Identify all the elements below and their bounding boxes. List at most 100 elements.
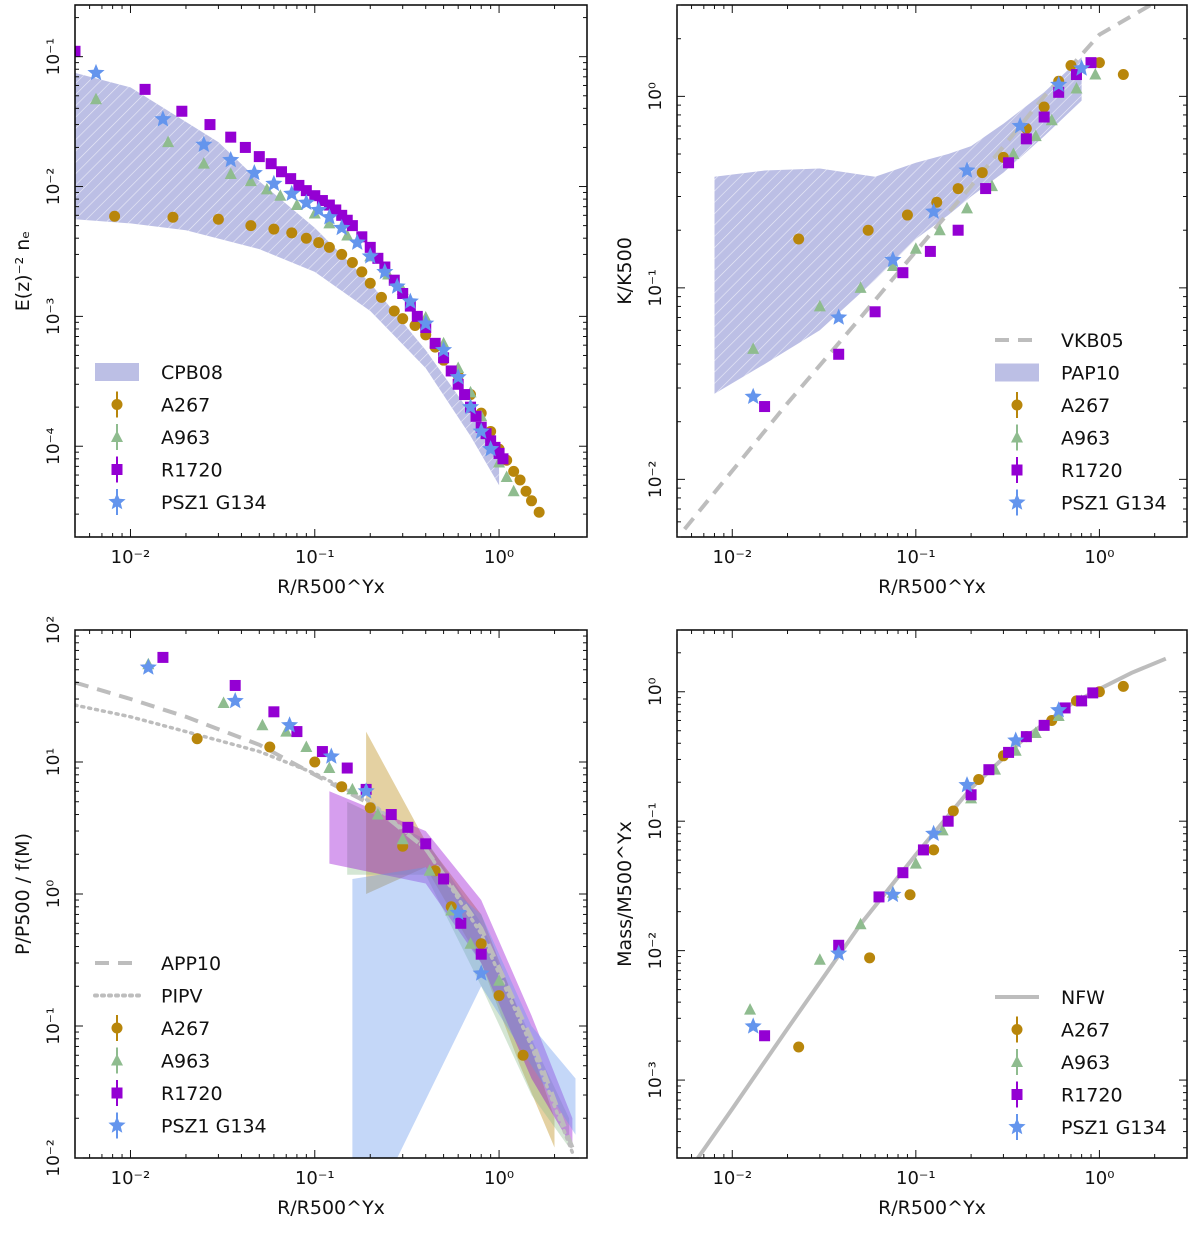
r1720-point xyxy=(497,453,509,465)
vkb05-line xyxy=(683,5,1152,531)
r1720-point xyxy=(1085,57,1097,69)
pressure-x-tick-label: 10⁻² xyxy=(111,1168,151,1189)
legend-marker xyxy=(108,493,126,510)
psz1-g134-series xyxy=(139,658,490,981)
r1720-point xyxy=(309,190,321,202)
legend-item-app10: APP10 xyxy=(95,953,221,975)
pressure-x-tick-label: 10⁰ xyxy=(484,1168,514,1189)
r1720-point xyxy=(1003,746,1015,758)
density-y-axis-label: E(z)⁻² nₑ xyxy=(12,231,34,311)
pressure-panel: 10⁻² 10⁻¹ 10⁰ 10² 10¹ 10⁰ 10⁻¹ 10⁻² R/R500^Yx P/P… xyxy=(12,616,588,1219)
psz1-g134-point xyxy=(283,184,301,201)
r1720-point xyxy=(429,337,441,349)
legend-item-pipv: PIPV xyxy=(93,986,203,1008)
legend-label: R1720 xyxy=(1061,1085,1123,1107)
psz1-g134-point xyxy=(245,164,263,181)
legend-item-psz1-g134: PSZ1 G134 xyxy=(1008,1114,1167,1140)
a267-point xyxy=(323,241,335,253)
a267-point xyxy=(475,938,487,950)
a963-point xyxy=(341,228,354,241)
a267-point xyxy=(1117,69,1129,81)
psz1-g134-point xyxy=(154,110,172,127)
legend-label: VKB05 xyxy=(1061,330,1124,352)
a267-point xyxy=(300,232,312,244)
mass-legend: NFW A267 A963 R1720 PSZ1 G134 xyxy=(995,987,1167,1140)
psz1-g134-point xyxy=(139,658,157,675)
entropy-legend: VKB05 PAP10 A267 A963 R1720 PSZ1 G134 xyxy=(995,330,1167,516)
legend-item-vkb05: VKB05 xyxy=(995,330,1124,352)
a963-point xyxy=(290,198,303,211)
density-x-tick-label: 10⁰ xyxy=(484,547,514,568)
legend-label: A267 xyxy=(1061,395,1110,417)
a267-point xyxy=(309,756,321,768)
psz1-g134-point xyxy=(472,422,490,439)
legend-label: A267 xyxy=(161,395,210,417)
pressure-plot-area xyxy=(75,651,576,1158)
a267-range-band xyxy=(366,731,555,1148)
r1720-point xyxy=(276,166,288,178)
mass-x-tick-label: 10⁻² xyxy=(712,1168,752,1189)
a267-point xyxy=(976,167,988,179)
a267-point xyxy=(313,237,325,249)
legend-marker xyxy=(108,1116,126,1133)
density-y-tick-label: 10⁻¹ xyxy=(44,38,64,75)
legend-label: PSZ1 G134 xyxy=(1061,1117,1167,1139)
legend-band-swatch xyxy=(995,363,1039,382)
psz1-g134-point xyxy=(482,440,500,457)
psz1-g134-point xyxy=(462,398,480,415)
r1720-point xyxy=(445,365,457,377)
a963-point xyxy=(493,974,506,986)
psz1-g134-point xyxy=(265,174,283,192)
a267-point xyxy=(346,256,358,268)
r1720-point xyxy=(897,267,909,279)
a963-point xyxy=(854,917,867,930)
a267-point xyxy=(493,990,505,1002)
legend-marker xyxy=(1011,1024,1023,1035)
legend-label: PAP10 xyxy=(1061,363,1120,385)
legend-item-a267: A267 xyxy=(1011,1016,1110,1043)
mass-x-axis-label: R/R500^Yx xyxy=(878,1197,986,1219)
a963-point xyxy=(323,216,336,229)
entropy-x-axis-label: R/R500^Yx xyxy=(878,576,986,598)
a963-point xyxy=(886,259,899,272)
psz1-g134-point xyxy=(449,368,467,385)
legend-item-pap10: PAP10 xyxy=(995,363,1120,385)
r1720-point xyxy=(1076,695,1088,707)
pressure-y-tick-label: 10² xyxy=(44,616,64,644)
r1720-point xyxy=(316,195,328,207)
psz1-g134-point xyxy=(310,201,328,218)
r1720-point xyxy=(1070,69,1082,81)
a267-point xyxy=(336,248,348,260)
psz1-g134-point xyxy=(1073,59,1091,76)
a267-point xyxy=(286,227,298,239)
r1720-point xyxy=(330,204,342,216)
legend-marker xyxy=(111,1054,123,1066)
a963-point xyxy=(500,470,513,482)
a267-point xyxy=(862,224,874,236)
psz1-g134-point xyxy=(744,387,762,404)
legend-marker xyxy=(1011,1055,1023,1067)
mass-panel: 10⁻² 10⁻¹ 10⁰ 10⁰ 10⁻¹ 10⁻² 10⁻³ R/R500^Yx Mass/… xyxy=(614,629,1188,1219)
a963-series xyxy=(747,68,1102,354)
r1720-point xyxy=(253,151,265,163)
legend-marker xyxy=(1011,399,1023,411)
r1720-point xyxy=(341,762,353,774)
legend-item-a963: A963 xyxy=(111,424,210,450)
psz1-g134-point xyxy=(376,262,394,280)
r1720-point xyxy=(475,948,487,960)
a267-point xyxy=(356,266,368,278)
entropy-panel: 10⁻² 10⁻¹ 10⁰ 10⁰ 10⁻¹ 10⁻² R/R500^Yx K/K500 VKB… xyxy=(614,4,1188,598)
r1720-point xyxy=(291,726,303,738)
legend-item-a267: A267 xyxy=(111,1015,210,1041)
r1720-series xyxy=(759,687,1099,1042)
psz1-g134-point xyxy=(830,308,848,325)
a963-point xyxy=(1052,709,1065,721)
a267-point xyxy=(793,233,805,245)
psz1-g134-series xyxy=(744,701,1068,1034)
r1720-point xyxy=(300,185,312,197)
a267-point xyxy=(364,802,376,814)
legend-label: PSZ1 G134 xyxy=(161,492,267,514)
a963-point xyxy=(933,223,946,236)
entropy-x-tick-label: 10⁰ xyxy=(1084,547,1114,568)
psz1-g134-point xyxy=(388,277,406,294)
